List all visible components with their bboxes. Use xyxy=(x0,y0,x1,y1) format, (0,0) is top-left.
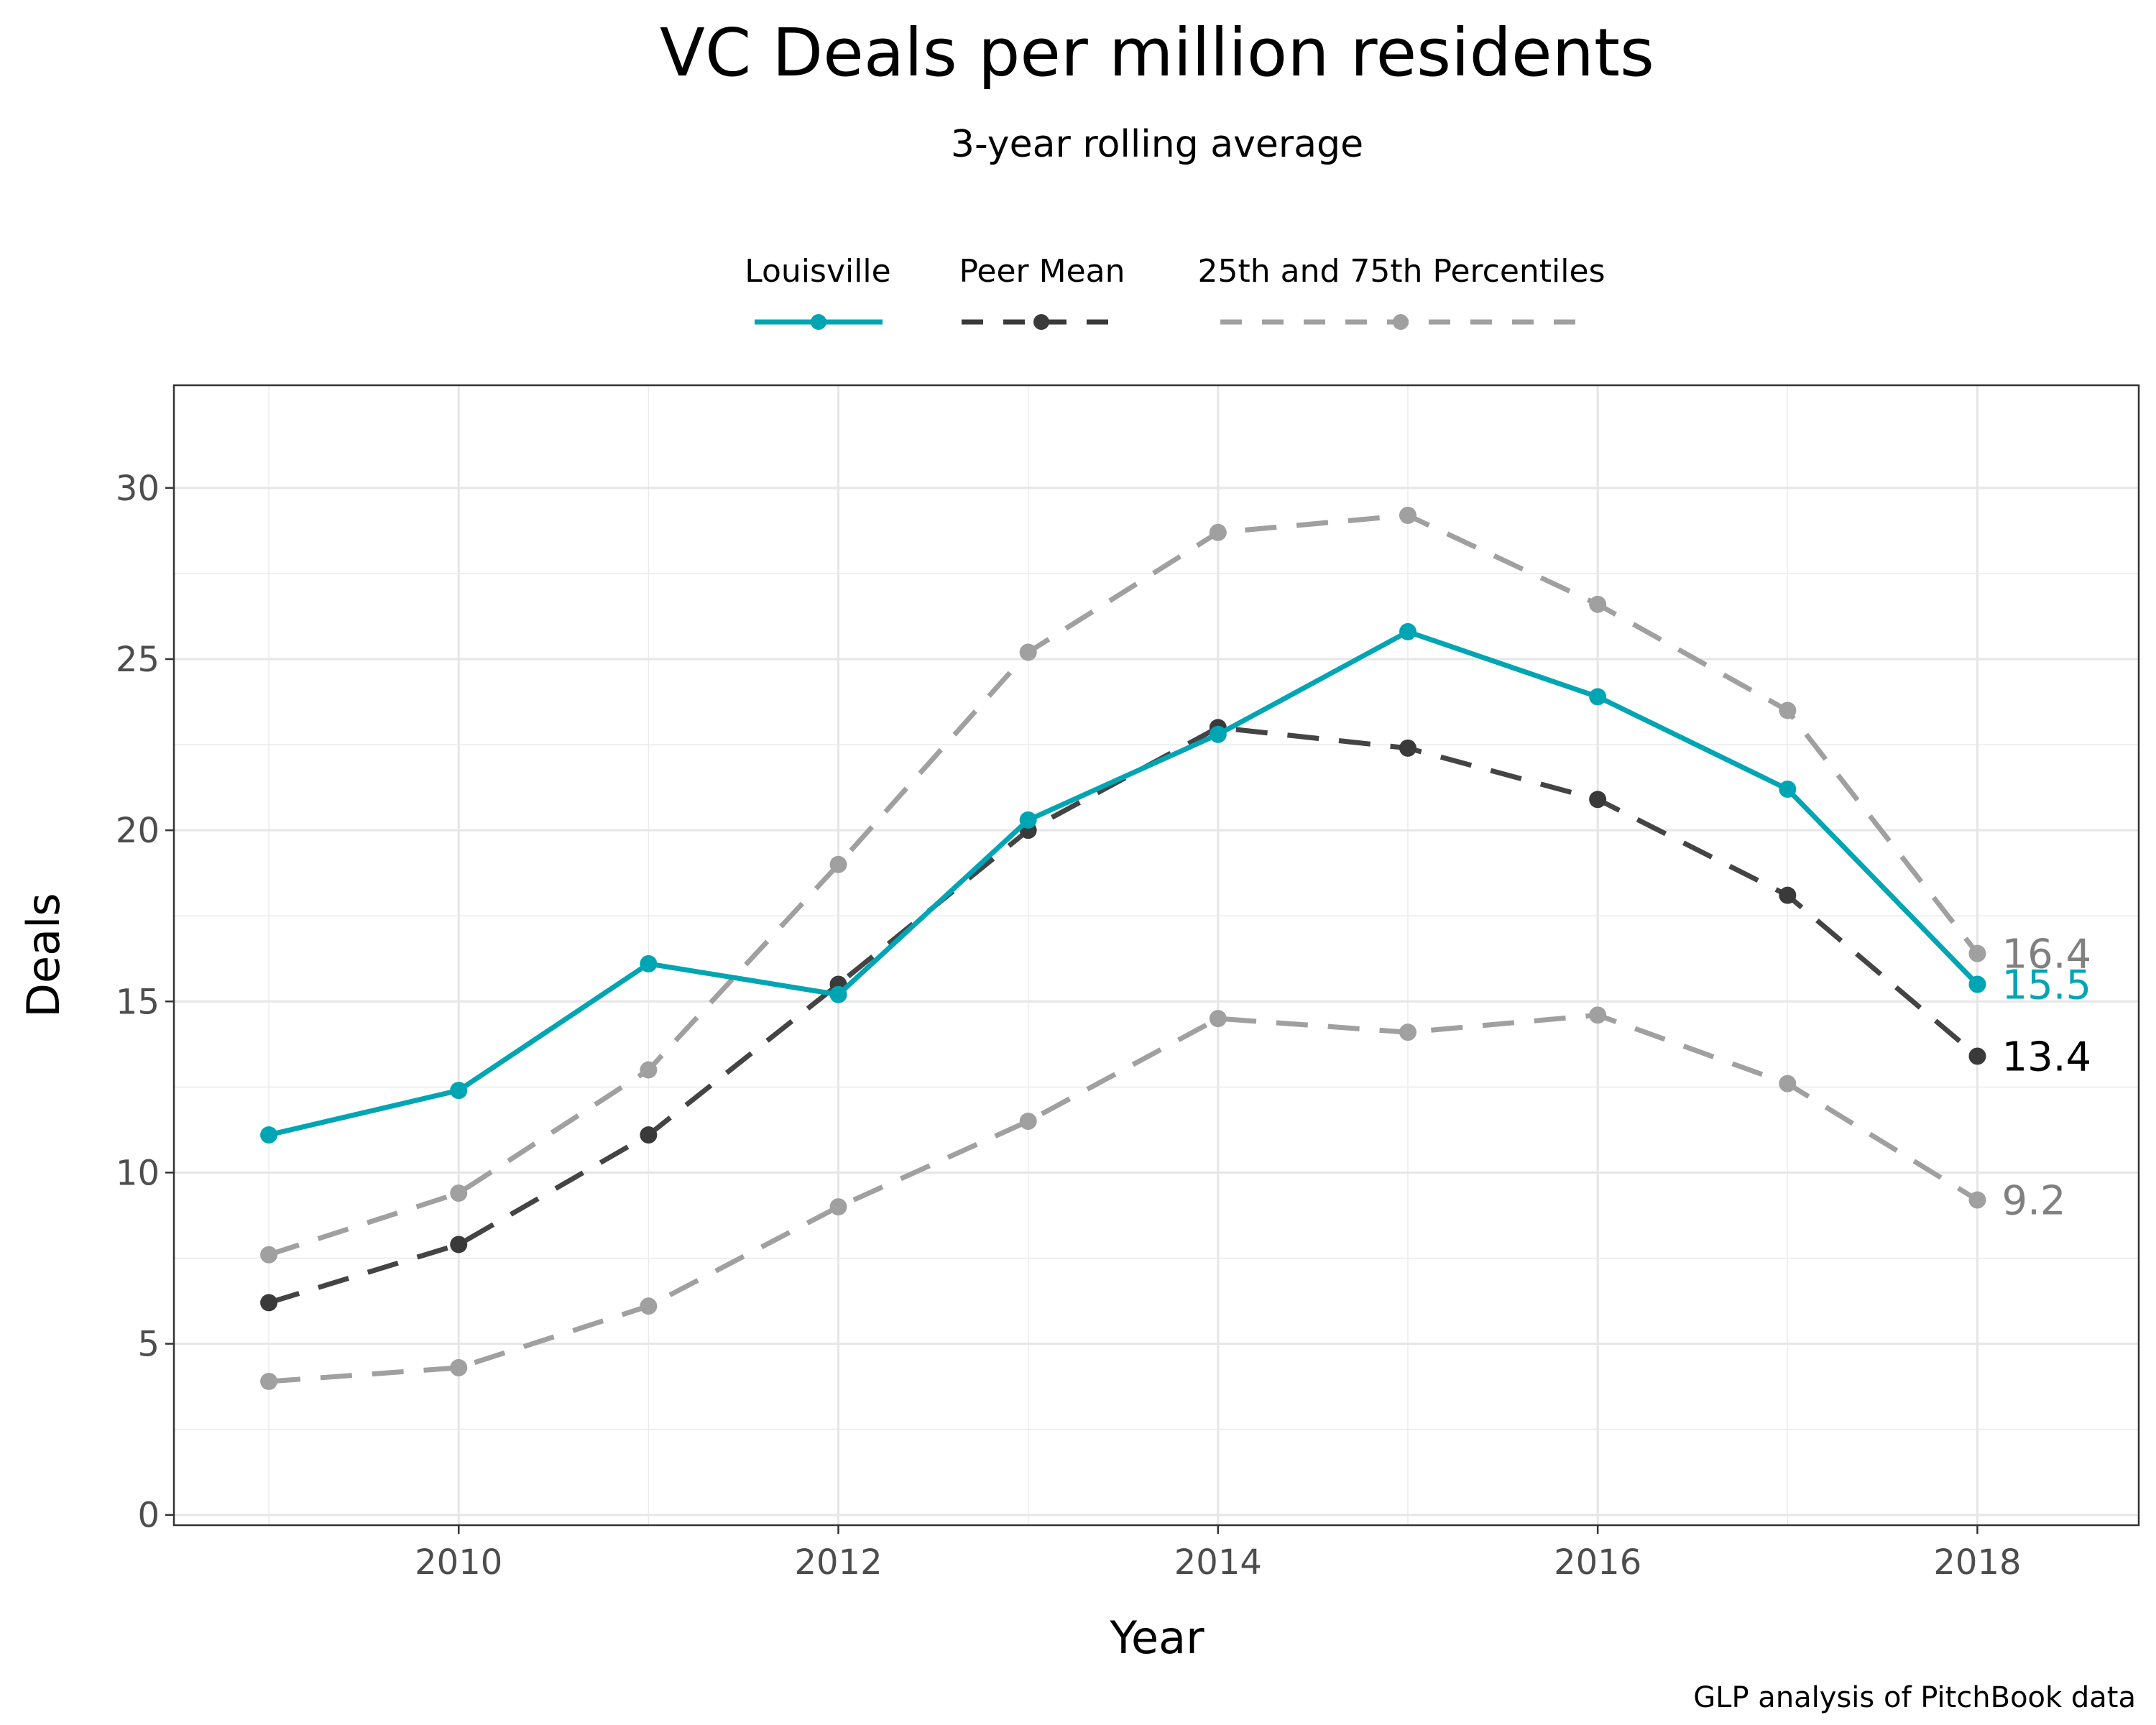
legend-key-point xyxy=(1393,314,1409,330)
data-point-louisville xyxy=(1968,975,1986,993)
data-point-louisville xyxy=(1399,622,1417,640)
data-point-p75 xyxy=(450,1184,468,1202)
chart-subtitle: 3-year rolling average xyxy=(951,123,1363,166)
y-tick-label: 10 xyxy=(116,1153,160,1193)
data-point-peer xyxy=(450,1236,468,1254)
data-point-p75 xyxy=(260,1246,278,1264)
data-point-p25 xyxy=(450,1358,468,1376)
data-point-p25 xyxy=(1209,1010,1227,1028)
x-tick-label: 2018 xyxy=(1933,1542,2021,1583)
legend: Louisville Peer Mean 25th and 75th Percent… xyxy=(745,253,1606,330)
data-point-louisville xyxy=(640,954,658,972)
data-point-louisville xyxy=(1779,781,1797,799)
data-point-p25 xyxy=(260,1372,278,1390)
data-point-peer xyxy=(1779,886,1797,904)
y-axis-title: Deals xyxy=(17,893,70,1017)
x-tick-label: 2014 xyxy=(1174,1542,1262,1583)
series-line-louisville xyxy=(268,629,1980,1138)
data-point-p75 xyxy=(1779,702,1797,719)
data-point-p75 xyxy=(829,855,847,873)
x-axis-title: Year xyxy=(1109,1611,1204,1664)
legend-key-point xyxy=(1033,314,1049,330)
chart-title: VC Deals per million residents xyxy=(660,14,1654,91)
data-point-p75 xyxy=(1209,523,1227,541)
plot-border xyxy=(172,384,2140,1527)
data-point-p25 xyxy=(1019,1112,1037,1130)
data-point-louisville xyxy=(450,1082,468,1100)
data-point-p25 xyxy=(1779,1075,1797,1092)
data-point-p75 xyxy=(1589,595,1607,613)
data-point-p25 xyxy=(1968,1191,1986,1209)
series-layer xyxy=(260,506,1986,1390)
grid xyxy=(174,385,2139,1525)
y-tick-label: 15 xyxy=(116,982,160,1022)
y-tick-label: 30 xyxy=(116,469,160,509)
data-point-p25 xyxy=(640,1297,658,1315)
x-tick-label: 2016 xyxy=(1554,1542,1641,1583)
x-tick-label: 2012 xyxy=(794,1542,882,1583)
y-tick-label: 25 xyxy=(116,640,160,680)
data-point-peer xyxy=(260,1294,278,1312)
legend-label: Peer Mean xyxy=(959,253,1125,290)
end-label-peer: 13.4 xyxy=(2001,1034,2091,1081)
legend-label: Louisville xyxy=(745,253,890,290)
x-tick-label: 2010 xyxy=(415,1542,502,1583)
data-point-p25 xyxy=(829,1198,847,1216)
legend-key-point xyxy=(811,314,826,330)
end-labels: 16.4 9.2 13.4 15.5 xyxy=(2001,932,2091,1225)
data-point-p75 xyxy=(1399,506,1417,524)
data-point-p75 xyxy=(1019,643,1037,661)
data-point-peer xyxy=(640,1126,658,1144)
plot-panel xyxy=(174,385,2139,1525)
data-point-p25 xyxy=(1589,1006,1607,1024)
data-point-peer xyxy=(1589,791,1607,809)
data-point-p75 xyxy=(640,1061,658,1079)
series-line-p75 xyxy=(268,512,1980,1258)
series-line-p25 xyxy=(268,1012,1979,1384)
caption: GLP analysis of PitchBook data xyxy=(1693,1681,2136,1714)
y-tick-label: 0 xyxy=(137,1496,160,1536)
y-tick-label: 20 xyxy=(116,811,160,851)
data-point-peer xyxy=(1399,739,1417,757)
y-tick-label: 5 xyxy=(137,1325,160,1365)
data-point-louisville xyxy=(1019,811,1037,829)
end-label-p75: 16.4 xyxy=(2001,932,2091,978)
end-label-louisville: 15.5 xyxy=(2001,962,2091,1008)
legend-label: 25th and 75th Percentiles xyxy=(1198,253,1606,290)
data-point-louisville xyxy=(829,985,847,1003)
data-point-p75 xyxy=(1968,944,1986,962)
data-point-louisville xyxy=(260,1126,278,1144)
end-label-p25: 9.2 xyxy=(2001,1178,2065,1225)
data-point-louisville xyxy=(1209,725,1227,743)
data-point-peer xyxy=(1968,1047,1986,1065)
data-point-louisville xyxy=(1589,688,1607,706)
axes: 0 5 10 15 20 25 30 2010 2012 2014 2016 2018 xyxy=(116,469,2022,1583)
data-point-p25 xyxy=(1399,1024,1417,1041)
